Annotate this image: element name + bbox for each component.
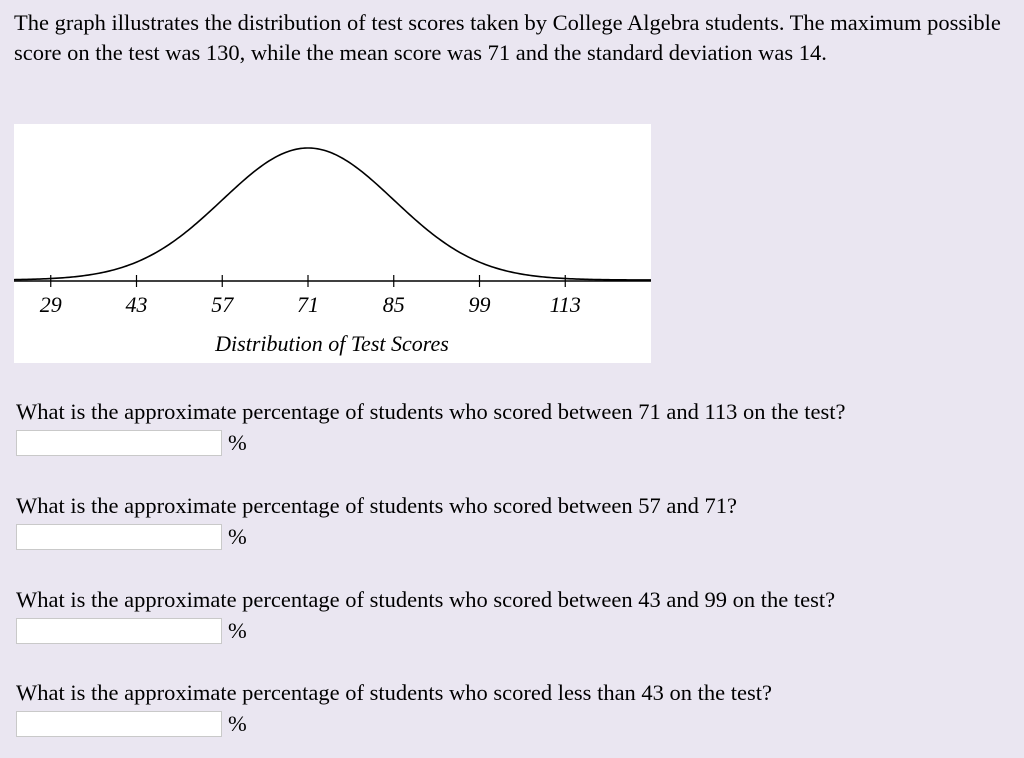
question-4-percent-unit: % — [228, 711, 247, 736]
x-tick-label-6: 113 — [550, 292, 581, 317]
question-1-answer-row: % — [16, 430, 1016, 456]
problem-statement: The graph illustrates the distribution o… — [14, 10, 1001, 65]
question-4-text: What is the approximate percentage of st… — [16, 680, 773, 705]
distribution-graph: 29 43 57 71 85 99 113 Distribution of Test Sco… — [14, 124, 651, 363]
x-tick-label-3: 71 — [297, 292, 319, 317]
question-1-answer-input[interactable] — [16, 430, 222, 456]
x-axis-ticks — [50, 275, 566, 287]
question-4: What is the approximate percentage of st… — [16, 679, 1016, 737]
question-1-percent-unit: % — [228, 430, 247, 455]
question-4-answer-input[interactable] — [16, 711, 222, 737]
x-tick-label-1: 43 — [126, 292, 148, 317]
x-axis-label: Distribution of Test Scores — [214, 331, 449, 356]
question-1-text: What is the approximate percentage of st… — [16, 399, 846, 424]
question-1: What is the approximate percentage of st… — [16, 398, 1016, 456]
x-tick-label-4: 85 — [383, 292, 405, 317]
question-3-text: What is the approximate percentage of st… — [16, 587, 836, 612]
normal-curve-chart: 29 43 57 71 85 99 113 Distribution of Test Sco… — [14, 147, 651, 356]
x-axis-tick-labels: 29 43 57 71 85 99 113 — [40, 292, 581, 317]
question-2-answer-input[interactable] — [16, 524, 222, 550]
normal-curve — [14, 147, 651, 281]
question-3: What is the approximate percentage of st… — [16, 586, 1016, 644]
question-3-answer-row: % — [16, 618, 1016, 644]
question-3-answer-input[interactable] — [16, 618, 222, 644]
x-tick-label-0: 29 — [40, 292, 62, 317]
x-tick-label-2: 57 — [211, 292, 234, 317]
question-4-answer-row: % — [16, 711, 1016, 737]
question-2: What is the approximate percentage of st… — [16, 492, 1016, 550]
x-tick-label-5: 99 — [469, 292, 491, 317]
question-3-percent-unit: % — [228, 618, 247, 643]
question-2-answer-row: % — [16, 524, 1016, 550]
question-2-percent-unit: % — [228, 524, 247, 549]
question-2-text: What is the approximate percentage of st… — [16, 493, 737, 518]
